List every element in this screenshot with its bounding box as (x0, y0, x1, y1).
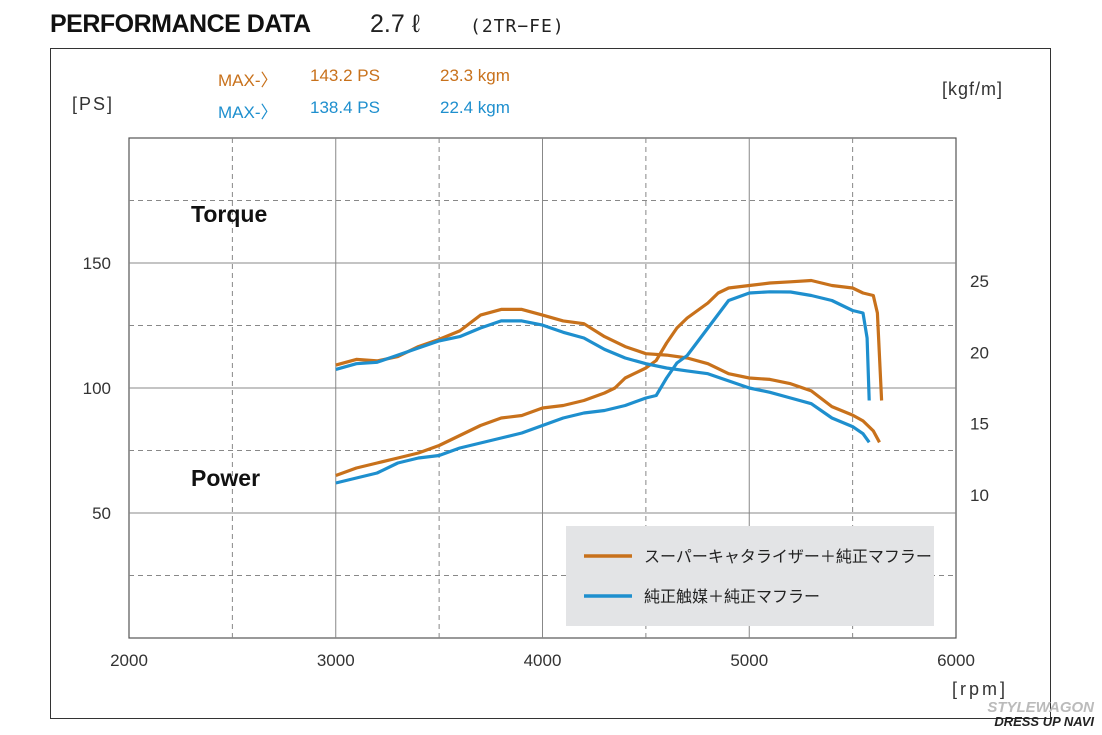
max-torque-2: 22.4 kgm (440, 98, 510, 117)
ytick-right-15: 15 (970, 415, 989, 434)
xtick-label-6000: 6000 (937, 651, 975, 670)
xlabel: [rpm] (952, 679, 1008, 699)
chart-frame (50, 48, 1051, 719)
ylabel-left: [PS] (72, 94, 114, 114)
xtick-label-3000: 3000 (317, 651, 355, 670)
engine-code: (2TR−FE) (470, 16, 565, 37)
torque-curve-label: Torque (191, 201, 267, 227)
xtick-label-2000: 2000 (110, 651, 148, 670)
max-ps-2: 138.4 PS (310, 98, 380, 117)
ytick-left-50: 50 (92, 504, 111, 523)
max-label-2: MAX-〉 (218, 103, 278, 122)
torque-line-series-2 (335, 319, 871, 444)
torque-line-series-1 (335, 307, 881, 444)
watermark-logo: STYLEWAGON DRESS UP NAVI (987, 699, 1094, 729)
ytick-left-100: 100 (83, 379, 111, 398)
ytick-right-25: 25 (970, 272, 989, 291)
power-line-series-1 (335, 278, 884, 478)
xtick-label-5000: 5000 (730, 651, 768, 670)
ytick-right-20: 20 (970, 343, 989, 362)
max-torque-1: 23.3 kgm (440, 66, 510, 85)
legend-label-2: 純正触媒＋純正マフラー (644, 587, 820, 606)
ytick-left-150: 150 (83, 254, 111, 273)
engine-displacement: 2.7 ℓ (370, 10, 420, 38)
max-ps-1: 143.2 PS (310, 66, 380, 85)
power-line-series-2 (335, 290, 871, 485)
power-curve-label: Power (191, 465, 260, 491)
legend-box (566, 526, 934, 626)
max-label-1: MAX-〉 (218, 71, 278, 90)
legend-label-1: スーパーキャタライザー＋純正マフラー (644, 547, 932, 566)
ytick-right-10: 10 (970, 486, 989, 505)
ylabel-right: [kgf/m] (942, 79, 1003, 99)
chart-title: PERFORMANCE DATA (50, 10, 311, 38)
xtick-label-4000: 4000 (524, 651, 562, 670)
